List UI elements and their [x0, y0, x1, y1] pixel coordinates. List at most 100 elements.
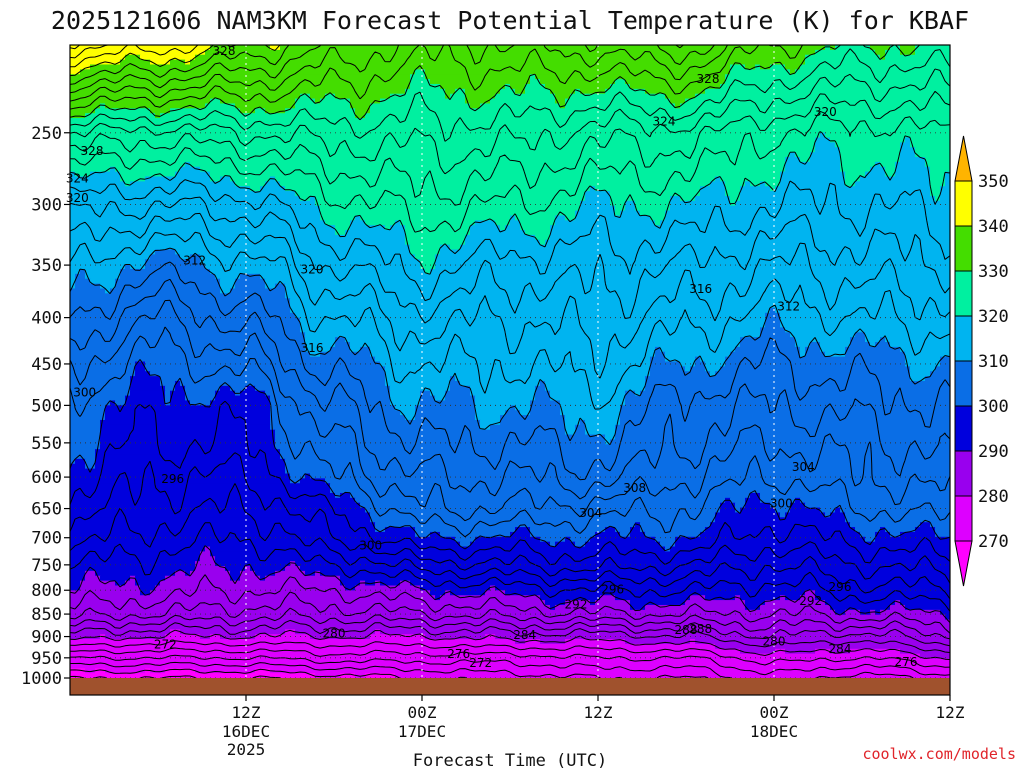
contour-band-cell — [85, 268, 121, 275]
x-tick-label: 00Z — [760, 703, 789, 722]
contour-line-280 — [70, 629, 950, 660]
contour-band-cell — [70, 147, 816, 153]
contour-band-cell — [795, 342, 811, 348]
contour-band-cell — [70, 361, 136, 367]
contour-band-cell — [240, 575, 261, 582]
contour-band-cell — [660, 541, 676, 548]
contour-band-cell — [145, 176, 211, 182]
contour-band-cell — [875, 342, 891, 348]
contour-band-cell — [650, 371, 711, 377]
contour-band-cell — [930, 191, 941, 197]
contour-band-cell — [280, 454, 950, 460]
contour-band-cell — [900, 531, 936, 538]
contour-band-cell — [360, 502, 721, 509]
contour-band-cell — [160, 380, 176, 387]
y-tick-label: 450 — [31, 355, 62, 375]
contour-band-cell — [285, 293, 950, 299]
contour-band-cell — [220, 98, 296, 105]
chart-title: 2025121606 NAM3KM Forecast Potential Tem… — [51, 6, 969, 35]
contour-band-cell — [315, 570, 321, 577]
contour-band-cell — [695, 195, 731, 202]
contour-label: 328 — [81, 144, 104, 158]
contour-band-cell — [790, 152, 796, 158]
contour-band-cell — [815, 137, 831, 143]
contour-band-cell — [775, 186, 931, 192]
contour-band-cell — [730, 497, 746, 504]
contour-band-cell — [615, 429, 950, 436]
contour-band-cell — [915, 45, 950, 51]
contour-band-cell — [730, 69, 791, 75]
contour-band-cell — [70, 230, 336, 236]
contour-band-cell — [370, 512, 716, 518]
contour-band-cell — [110, 288, 221, 294]
contour-band-cell — [635, 200, 671, 207]
contour-band-cell — [350, 342, 741, 348]
contour-band-cell — [940, 191, 950, 197]
contour-band-cell — [915, 152, 950, 158]
contour-band-cell — [130, 181, 236, 187]
contour-band-cell — [240, 390, 266, 397]
contour-band-cell — [650, 215, 666, 221]
contour-band-cell — [275, 434, 606, 441]
contour-band-cell — [370, 108, 950, 114]
contour-band-cell — [170, 629, 181, 635]
contour-band-cell — [110, 400, 116, 406]
contour-band-cell — [630, 600, 686, 606]
contour-band-cell — [75, 273, 86, 280]
contour-band-cell — [645, 88, 706, 95]
contour-band-cell — [440, 244, 451, 251]
contour-band-cell — [85, 113, 156, 119]
contour-band-cell — [880, 609, 941, 616]
contour-band-cell — [760, 181, 766, 187]
contour-band-cell — [830, 137, 906, 143]
y-tick-label: 850 — [31, 605, 62, 625]
contour-band-cell — [420, 390, 431, 397]
contour-band-cell — [640, 210, 666, 217]
contour-band-cell — [255, 668, 271, 674]
y-tick-label: 600 — [31, 468, 62, 488]
contour-line-312 — [70, 231, 950, 410]
contour-label: 288 — [675, 623, 698, 637]
contour-band-cell — [420, 395, 436, 402]
contour-band-cell — [70, 268, 81, 275]
contour-band-cell — [70, 590, 141, 596]
contour-band-cell — [845, 176, 861, 182]
contour-band-cell — [120, 171, 176, 178]
ground-strip — [70, 678, 950, 695]
contour-band-cell — [635, 205, 671, 212]
contour-band-cell — [140, 590, 151, 596]
contour-band-cell — [840, 147, 901, 153]
contour-band-cell — [70, 346, 306, 353]
contour-band-cell — [255, 108, 266, 114]
contour-band-cell — [120, 59, 151, 66]
contour-band-cell — [90, 171, 121, 178]
contour-band-cell — [435, 264, 950, 270]
contour-band-cell — [350, 98, 381, 105]
contour-band-cell — [220, 278, 236, 285]
contour-band-cell — [495, 634, 950, 640]
contour-band-cell — [180, 166, 201, 173]
contour-band-cell — [230, 570, 241, 577]
contour-band-cell — [340, 673, 356, 679]
contour-band-cell — [445, 88, 456, 95]
contour-band-cell — [440, 531, 511, 538]
contour-line-328 — [70, 48, 950, 142]
contour-band-cell — [725, 79, 950, 85]
contour-band-cell — [70, 322, 301, 329]
contour-band-cell — [420, 585, 491, 591]
contour-band-cell — [395, 405, 416, 411]
contour-band-cell — [905, 351, 950, 358]
contour-band-cell — [405, 225, 471, 231]
contour-band-cell — [665, 356, 696, 363]
contour-band-cell — [845, 346, 901, 353]
contour-band-cell — [70, 444, 101, 450]
contour-band-cell — [70, 181, 126, 187]
contour-band-cell — [460, 380, 541, 387]
contour-band-cell — [255, 634, 311, 640]
contour-band-cell — [780, 322, 950, 329]
contour-band-cell — [595, 600, 631, 606]
contour-band-cell — [500, 88, 516, 95]
contour-band-cell — [720, 502, 736, 509]
contour-band-cell — [70, 122, 950, 129]
contour-band-cell — [320, 210, 576, 217]
